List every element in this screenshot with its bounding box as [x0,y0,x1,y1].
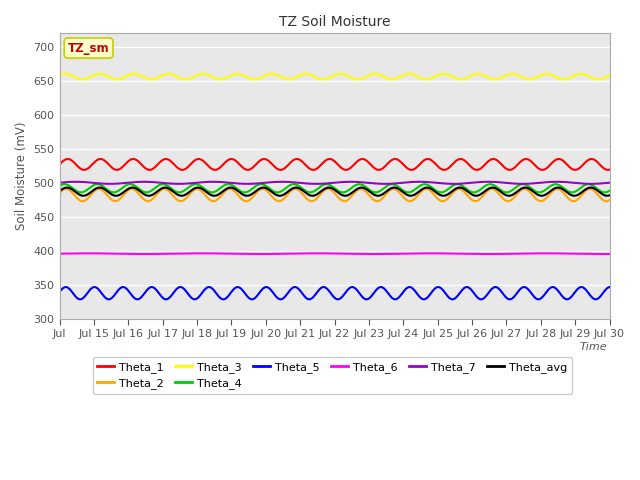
Theta_3 [531,75,538,81]
Theta_7 [391,180,399,186]
Title: TZ Soil Moisture: TZ Soil Moisture [279,15,390,29]
Legend: Theta_1, Theta_2, Theta_3, Theta_4, Theta_5, Theta_6, Theta_7, Theta_avg: Theta_1, Theta_2, Theta_3, Theta_4, Thet… [93,358,572,394]
Line: Theta_6: Theta_6 [60,253,609,254]
Theta_7 [531,180,538,186]
Theta_6 [56,251,63,256]
Theta_avg [90,187,97,193]
Theta_7 [278,179,285,185]
Theta_4 [56,183,63,189]
Theta_7 [312,181,320,187]
Theta_2 [530,193,538,199]
Theta_4 [407,189,415,195]
Theta_1 [276,167,284,173]
Theta_4 [605,188,613,193]
Theta_6 [474,251,482,257]
Theta_4 [90,182,97,188]
Theta_4 [530,187,538,193]
Theta_4 [376,188,383,194]
Theta_3 [56,72,63,78]
Theta_avg [194,185,202,191]
Line: Theta_1: Theta_1 [60,159,609,170]
Theta_5 [391,297,399,302]
Theta_4 [536,190,543,195]
Theta_7 [408,179,415,185]
Theta_3 [354,76,362,82]
Theta_avg [341,193,349,199]
Theta_1 [56,162,63,168]
Theta_1 [605,167,613,172]
Theta_2 [90,189,97,195]
Theta_avg [391,185,399,191]
Theta_1 [376,167,384,172]
Theta_6 [390,251,398,257]
Theta_3 [408,71,415,77]
Theta_3 [337,71,344,77]
Theta_6 [428,251,436,256]
Theta_5 [56,289,63,295]
Theta_5 [90,284,97,290]
Theta_2 [56,191,63,196]
Theta_5 [291,284,299,290]
Theta_1 [531,162,538,168]
Line: Theta_4: Theta_4 [60,184,609,192]
Theta_2 [375,198,383,204]
Theta_5 [376,284,384,290]
Theta_5 [408,285,415,290]
Line: Theta_3: Theta_3 [60,74,609,79]
Theta_3 [391,76,399,82]
Theta_avg [56,188,63,194]
Theta_4 [474,189,481,194]
Theta_4 [390,181,398,187]
Theta_1 [408,167,415,173]
Theta_6 [531,251,538,256]
Theta_6 [141,251,149,257]
Theta_7 [90,180,97,186]
Theta_3 [376,72,384,78]
Theta_avg [408,193,415,199]
Theta_3 [90,72,97,78]
Theta_avg [531,190,538,195]
Theta_2 [554,186,561,192]
Theta_avg [605,192,613,198]
Theta_avg [376,192,384,198]
Theta_3 [605,72,613,78]
Theta_7 [605,180,613,186]
Theta_7 [474,180,482,185]
Theta_6 [605,251,613,257]
Y-axis label: Soil Moisture (mV): Soil Moisture (mV) [15,122,28,230]
Theta_6 [407,251,415,256]
Theta_5 [531,294,538,300]
Theta_4 [159,181,166,187]
Theta_2 [407,198,415,204]
Theta_2 [390,186,397,192]
Theta_7 [376,181,384,187]
Theta_5 [363,297,371,302]
Line: Theta_avg: Theta_avg [60,188,609,196]
Theta_6 [376,251,383,257]
Theta_2 [605,197,613,203]
Theta_1 [474,167,482,173]
Theta_5 [474,295,482,301]
Theta_3 [474,71,482,77]
X-axis label: Time: Time [579,342,607,352]
Theta_5 [605,284,613,290]
Line: Theta_2: Theta_2 [60,189,609,201]
Theta_2 [406,198,413,204]
Theta_1 [391,156,399,162]
Theta_2 [474,198,481,204]
Line: Theta_7: Theta_7 [60,182,609,184]
Theta_6 [90,251,97,256]
Theta_avg [474,192,482,198]
Text: TZ_sm: TZ_sm [68,42,109,55]
Theta_7 [56,180,63,186]
Line: Theta_5: Theta_5 [60,287,609,300]
Theta_1 [129,156,137,162]
Theta_1 [90,160,97,166]
